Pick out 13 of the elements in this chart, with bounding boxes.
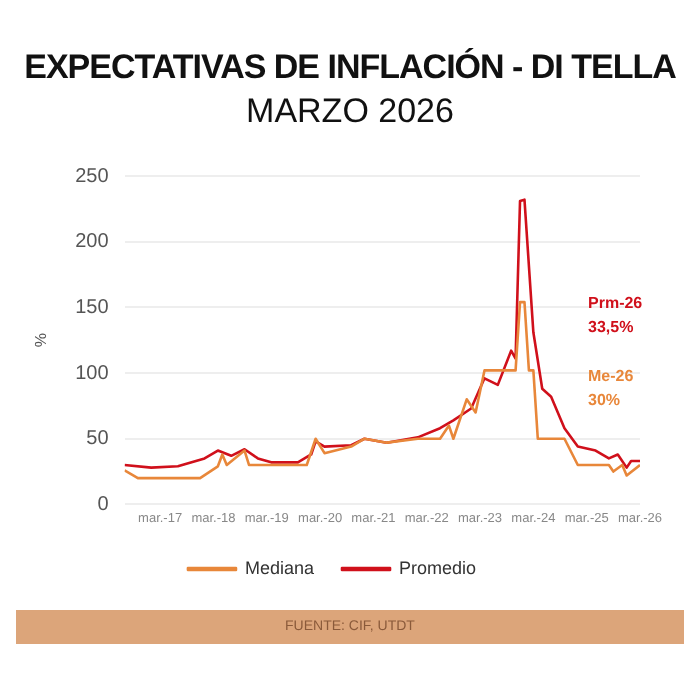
chart-title: EXPECTATIVAS DE INFLACIÓN - DI TELLA: [22, 46, 678, 88]
legend-label: Promedio: [399, 557, 477, 578]
y-tick-label: 0: [97, 493, 110, 516]
y-tick-label: 200: [75, 231, 110, 254]
annotation: Me-26 30%: [588, 366, 635, 409]
legend-label: Mediana: [244, 557, 315, 578]
annotation: Prm-26 33,5%: [588, 294, 644, 337]
y-tick-label: 150: [75, 296, 110, 319]
chart-subtitle: MARZO 2026: [244, 92, 456, 132]
y-axis-title: %: [32, 333, 51, 348]
y-tick-label: 100: [75, 362, 110, 385]
y-tick-label: 50: [86, 428, 110, 451]
y-tick-label: 250: [75, 165, 110, 188]
